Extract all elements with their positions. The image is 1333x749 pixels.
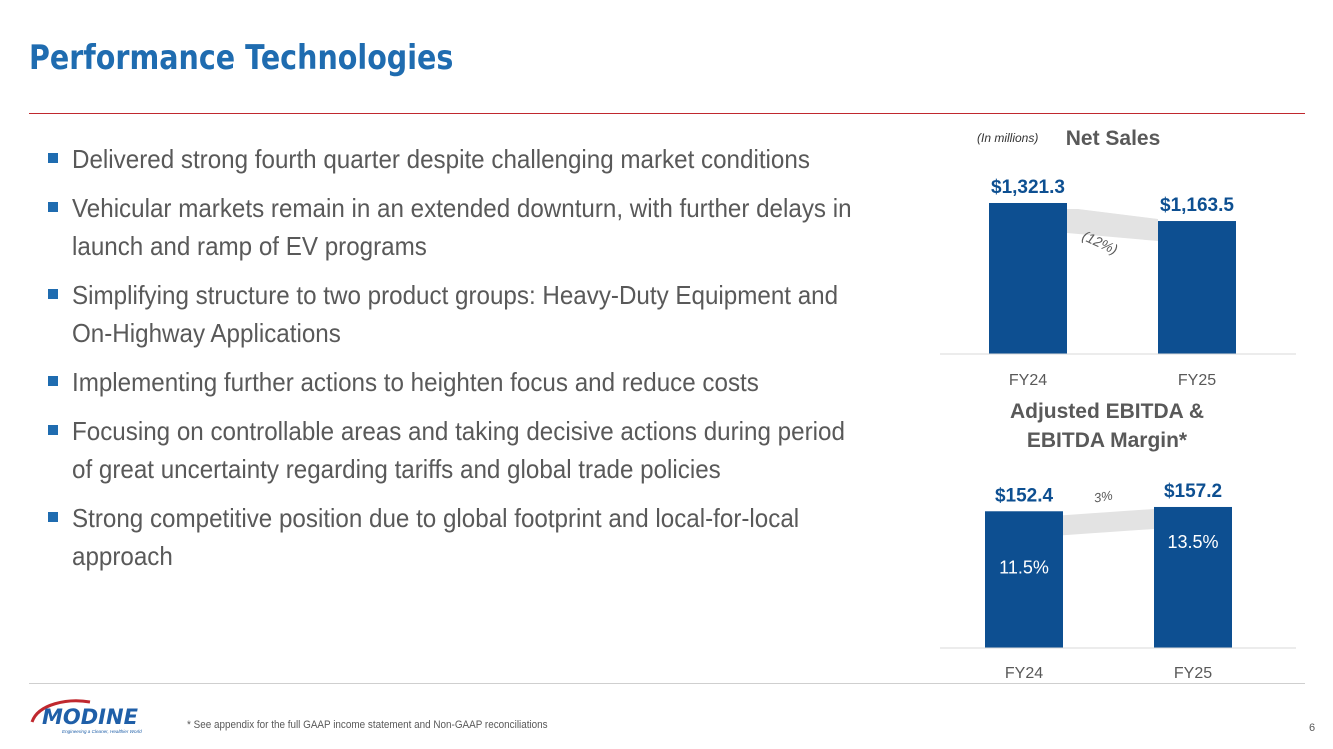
net-sales-value-fy24: $1,321.3 bbox=[991, 177, 1065, 198]
net-sales-title: Net Sales bbox=[1066, 127, 1161, 150]
modine-logo: MODINE Engineering a Cleaner, Healthier … bbox=[30, 699, 142, 734]
net-sales-change-arrow bbox=[1067, 208, 1158, 242]
ebitda-bar-fy25 bbox=[1154, 506, 1232, 648]
bullet-square-icon bbox=[48, 425, 58, 435]
bullet-square-icon bbox=[48, 376, 58, 386]
ebitda-xtick-fy24: FY24 bbox=[1005, 665, 1043, 682]
net-sales-bar-fy25 bbox=[1158, 221, 1236, 354]
logo-swoosh-icon bbox=[30, 699, 91, 723]
ebitda-title-line-1: Adjusted EBITDA & bbox=[1010, 400, 1204, 423]
bullet-item: Vehicular markets remain in an extended … bbox=[48, 189, 928, 265]
bullet-item: Focusing on controllable areas and takin… bbox=[48, 412, 928, 488]
ebitda-value-fy25: $157.2 bbox=[1164, 481, 1222, 502]
ebitda-change-label: 3% bbox=[1093, 488, 1114, 506]
title-divider bbox=[29, 113, 1305, 114]
units-note: (In millions) bbox=[977, 131, 1038, 145]
logo-tagline: Engineering a Cleaner, Healthier World bbox=[62, 729, 142, 734]
ebitda-value-fy24: $152.4 bbox=[995, 485, 1054, 506]
net-sales-chart: (In millions) Net Sales (12%) $1,321.3 $… bbox=[940, 127, 1296, 389]
bullet-item: Strong competitive position due to globa… bbox=[48, 499, 928, 575]
bullet-list: Delivered strong fourth quarter despite … bbox=[48, 140, 928, 586]
net-sales-xtick-fy24: FY24 bbox=[1009, 372, 1047, 389]
footnote: * See appendix for the full GAAP income … bbox=[187, 719, 548, 731]
bullet-item: Delivered strong fourth quarter despite … bbox=[48, 140, 928, 178]
net-sales-xtick-fy25: FY25 bbox=[1178, 372, 1216, 389]
ebitda-chart: Adjusted EBITDA & EBITDA Margin* 3% $152… bbox=[940, 400, 1296, 682]
ebitda-margin-fy25: 13.5% bbox=[1167, 532, 1218, 552]
charts-panel: (In millions) Net Sales (12%) $1,321.3 $… bbox=[940, 127, 1296, 682]
ebitda-change-arrow bbox=[1063, 508, 1154, 536]
bullet-item: Implementing further actions to heighten… bbox=[48, 363, 928, 401]
bullet-square-icon bbox=[48, 512, 58, 522]
page-title: Performance Technologies bbox=[29, 38, 454, 78]
bullet-square-icon bbox=[48, 202, 58, 212]
page-number: 6 bbox=[1309, 722, 1316, 734]
footer-divider bbox=[29, 683, 1305, 684]
bullet-square-icon bbox=[48, 153, 58, 163]
ebitda-title-line-2: EBITDA Margin* bbox=[1027, 429, 1188, 452]
ebitda-margin-fy24: 11.5% bbox=[999, 557, 1049, 577]
net-sales-value-fy25: $1,163.5 bbox=[1160, 195, 1234, 216]
bullet-square-icon bbox=[48, 289, 58, 299]
net-sales-bar-fy24 bbox=[989, 202, 1067, 354]
ebitda-bar-fy24 bbox=[985, 511, 1063, 648]
ebitda-xtick-fy25: FY25 bbox=[1174, 665, 1212, 682]
logo-wordmark: MODINE bbox=[42, 705, 139, 729]
bullet-item: Simplifying structure to two product gro… bbox=[48, 276, 928, 352]
